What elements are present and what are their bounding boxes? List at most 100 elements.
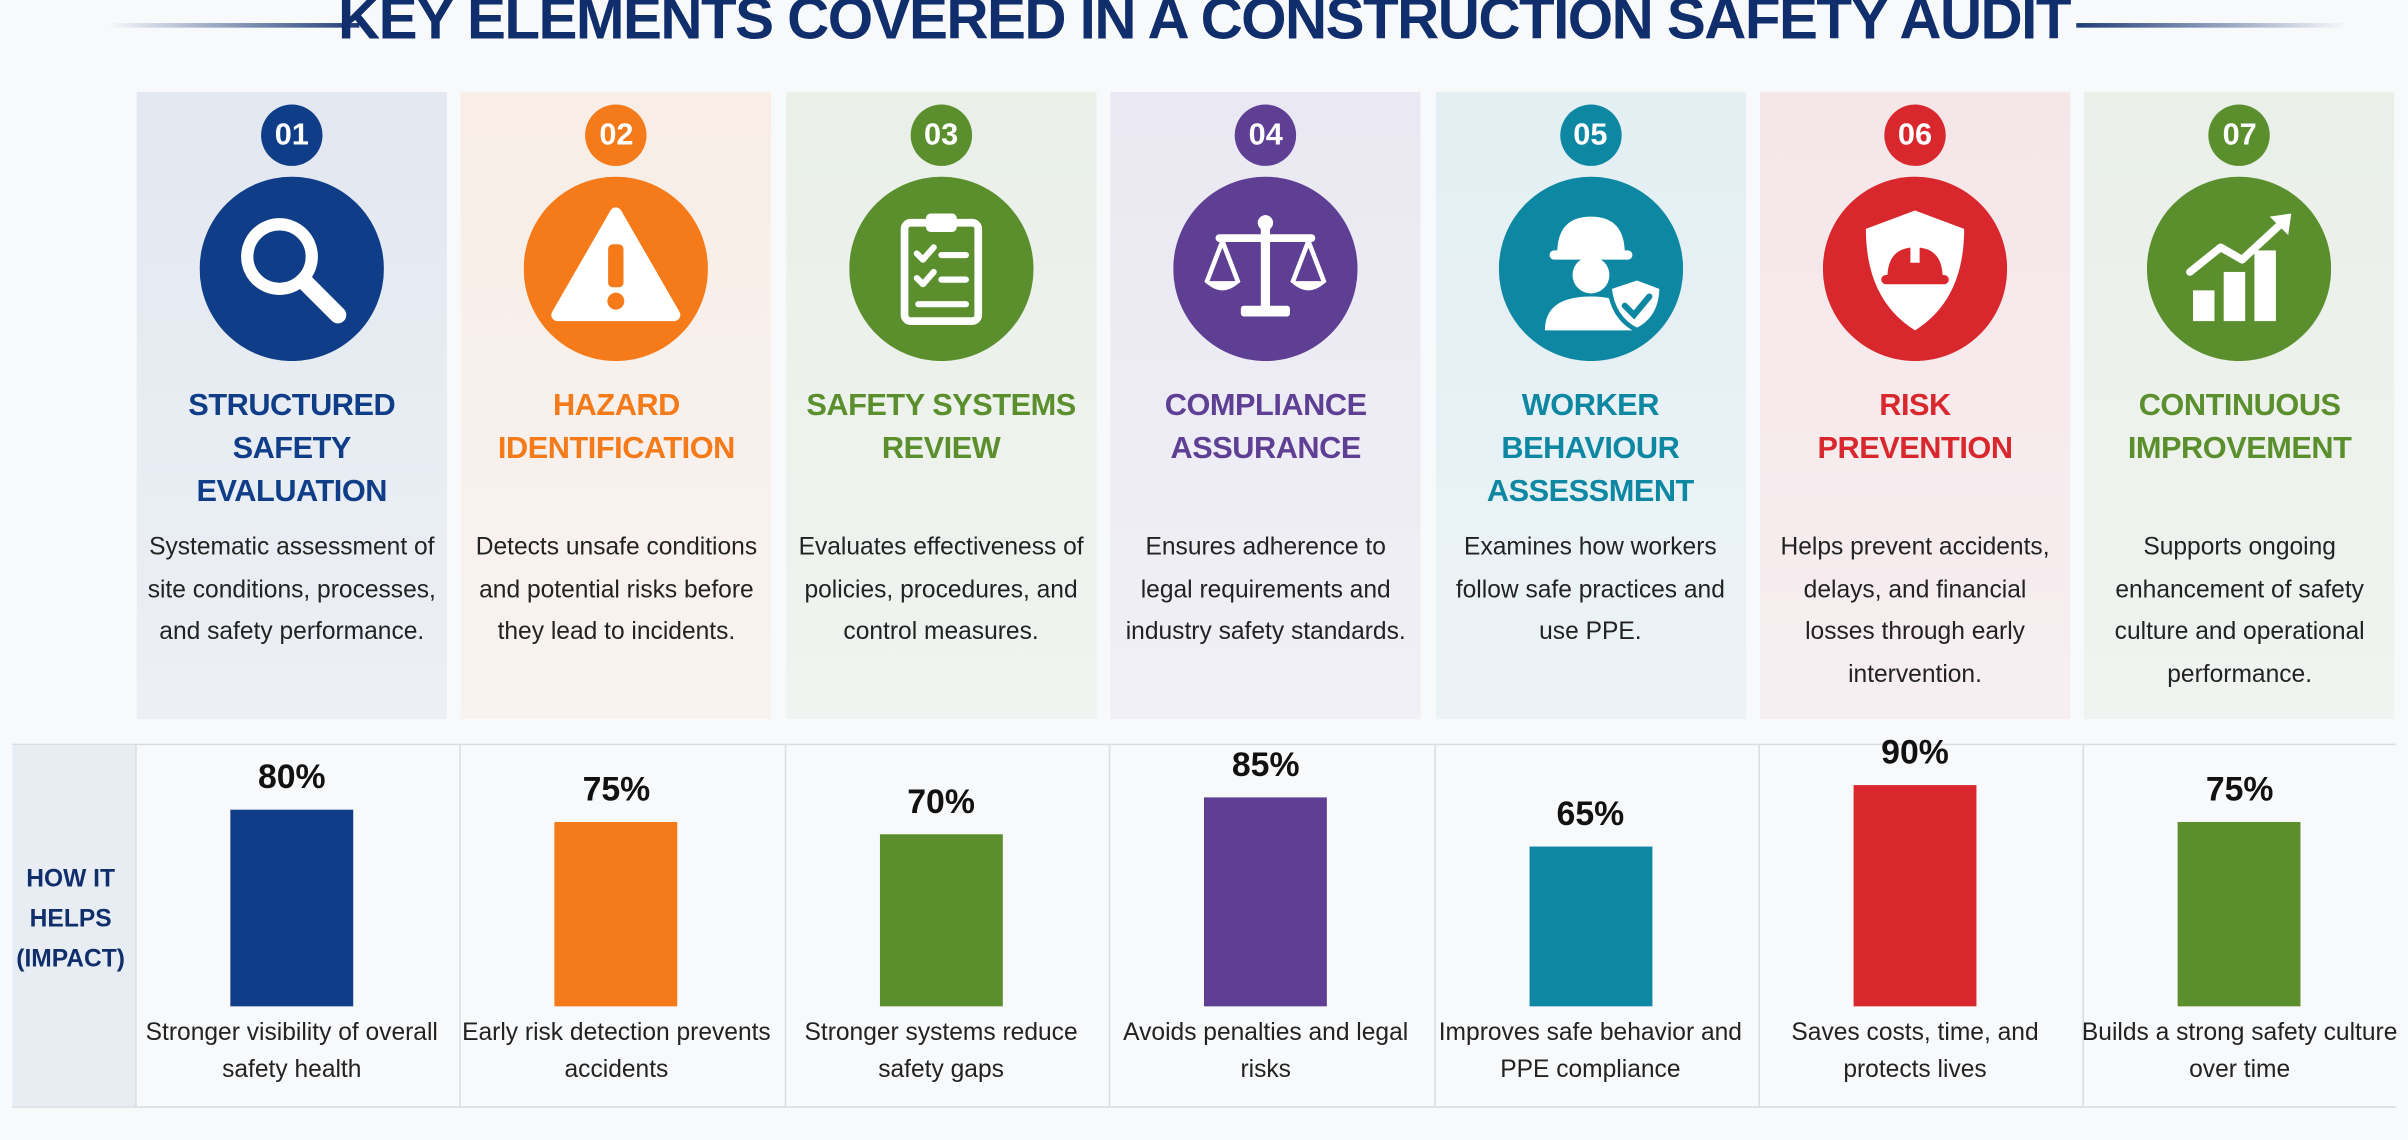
icon-shape xyxy=(913,268,937,288)
separator xyxy=(135,745,137,1107)
icon-shape xyxy=(608,244,625,288)
number-badge: 03 xyxy=(910,104,972,166)
title-line: SAFETY SYSTEMS xyxy=(806,388,1076,423)
icon-shape xyxy=(1606,275,1664,333)
icon xyxy=(848,176,1034,362)
icon-shape xyxy=(2147,176,2332,362)
bar xyxy=(879,834,1003,1007)
number-badge: 04 xyxy=(1234,104,1297,166)
icon-shape xyxy=(241,218,318,295)
icon-shape xyxy=(913,244,937,263)
icon xyxy=(1822,176,2008,362)
separator xyxy=(1433,745,1436,1107)
value-label: 65% xyxy=(1556,794,1625,833)
icon-shape xyxy=(925,213,957,232)
impact: Stronger visibility of overall safety he… xyxy=(145,1020,438,1084)
icon-shape xyxy=(2270,213,2292,236)
title-line: COMPLIANCE xyxy=(1164,388,1367,423)
title-line: EVALUATION xyxy=(196,474,388,509)
row-border xyxy=(12,743,2396,746)
column-title: COMPLIANCE ASSURANCE xyxy=(1104,384,1426,470)
row-label-bg xyxy=(12,745,136,1107)
separator xyxy=(459,745,462,1107)
impact: Avoids penalties and legal risks xyxy=(1123,1020,1409,1084)
description: Supports ongoing enhancement of safety c… xyxy=(2114,534,2365,688)
title-line: IDENTIFICATION xyxy=(497,431,735,466)
bar xyxy=(1528,846,1652,1007)
title-line: PREVENTION xyxy=(1817,431,2013,466)
number-badge: 02 xyxy=(585,104,648,166)
description: Detects unsafe conditions and potential … xyxy=(475,534,758,646)
icon-shape xyxy=(1258,215,1274,231)
impact: Stronger systems reduce safety gaps xyxy=(804,1020,1078,1084)
value-label: 75% xyxy=(2205,769,2274,809)
number-badge: 07 xyxy=(2208,104,2271,166)
value-label: 75% xyxy=(582,769,651,809)
icon xyxy=(199,176,384,362)
description: Systematic assessment of site conditions… xyxy=(147,534,436,646)
value-label: 80% xyxy=(257,757,326,796)
column-title: HAZARD IDENTIFICATION xyxy=(455,384,777,470)
title-line: CONTINUOUS xyxy=(2138,388,2341,423)
impact: Builds a strong safety culture over time xyxy=(2081,1020,2398,1084)
icon-shape xyxy=(1571,256,1609,294)
page-title: KEY ELEMENTS COVERED IN A CONSTRUCTION S… xyxy=(337,0,2072,53)
icon-shape xyxy=(848,176,1034,362)
impact: Improves safe behavior and PPE complianc… xyxy=(1438,1020,1742,1084)
icon-shape xyxy=(199,176,384,362)
bar xyxy=(2178,821,2302,1007)
icon-shape xyxy=(1881,275,1949,285)
bar xyxy=(1853,785,1977,1007)
icon-shape xyxy=(2224,271,2246,322)
title-line: SAFETY xyxy=(232,431,352,466)
icon xyxy=(524,176,709,362)
separator xyxy=(784,745,786,1107)
title-line: WORKER BEHAVIOUR xyxy=(1501,388,1680,466)
column-title: RISK PREVENTION xyxy=(1754,384,2076,470)
impact: Saves costs, time, and protects lives xyxy=(1791,1020,2039,1084)
row-label: HOW IT HELPS (IMPACT) xyxy=(16,866,125,973)
icon-shape xyxy=(2186,218,2287,276)
column-title: WORKER BEHAVIOUR ASSESSMENT xyxy=(1429,384,1751,513)
icon-shape xyxy=(2193,290,2216,322)
value-label: 70% xyxy=(907,782,975,821)
icon-shape xyxy=(1548,250,1632,260)
icon-shape xyxy=(1621,293,1652,320)
column-title: STRUCTURED SAFETY EVALUATION xyxy=(131,384,453,513)
row-border xyxy=(12,1106,2396,1108)
description: Helps prevent accidents, delays, and fin… xyxy=(1780,534,2050,688)
icon-shape xyxy=(1241,305,1291,317)
icon-shape xyxy=(607,292,625,310)
separator xyxy=(2083,745,2085,1107)
bar xyxy=(230,809,354,1007)
number-badge: 06 xyxy=(1884,104,1946,166)
title-line: IMPROVEMENT xyxy=(2127,431,2352,466)
separator xyxy=(1758,745,1760,1107)
icon-shape xyxy=(1204,281,1328,291)
icon-shape xyxy=(295,272,347,324)
title-line: ASSESSMENT xyxy=(1486,474,1694,509)
separator xyxy=(1109,745,1111,1107)
icon-shape xyxy=(1556,216,1625,254)
impact: Early risk detection prevents accidents xyxy=(462,1020,771,1084)
icon xyxy=(1498,176,1683,362)
number-badge: 05 xyxy=(1559,104,1622,166)
icon xyxy=(2147,176,2332,362)
description: Evaluates effectiveness of policies, pro… xyxy=(798,534,1084,646)
column-title: CONTINUOUS IMPROVEMENT xyxy=(2078,384,2400,470)
title-line: HAZARD xyxy=(552,388,680,423)
bar xyxy=(1204,797,1328,1007)
number-badge: 01 xyxy=(261,104,323,166)
icon-shape xyxy=(2255,250,2277,322)
icon-shape xyxy=(1205,238,1327,284)
title-line: RISK xyxy=(1879,388,1951,423)
column-title: SAFETY SYSTEMS REVIEW xyxy=(780,384,1102,470)
description: Ensures adherence to legal requirements … xyxy=(1125,534,1406,646)
title-rule xyxy=(107,23,360,28)
value-label: 85% xyxy=(1231,745,1300,784)
value-label: 90% xyxy=(1881,732,1949,772)
icon-shape xyxy=(1910,244,1920,263)
title-line: STRUCTURED xyxy=(188,388,396,423)
icon xyxy=(1173,176,1358,362)
